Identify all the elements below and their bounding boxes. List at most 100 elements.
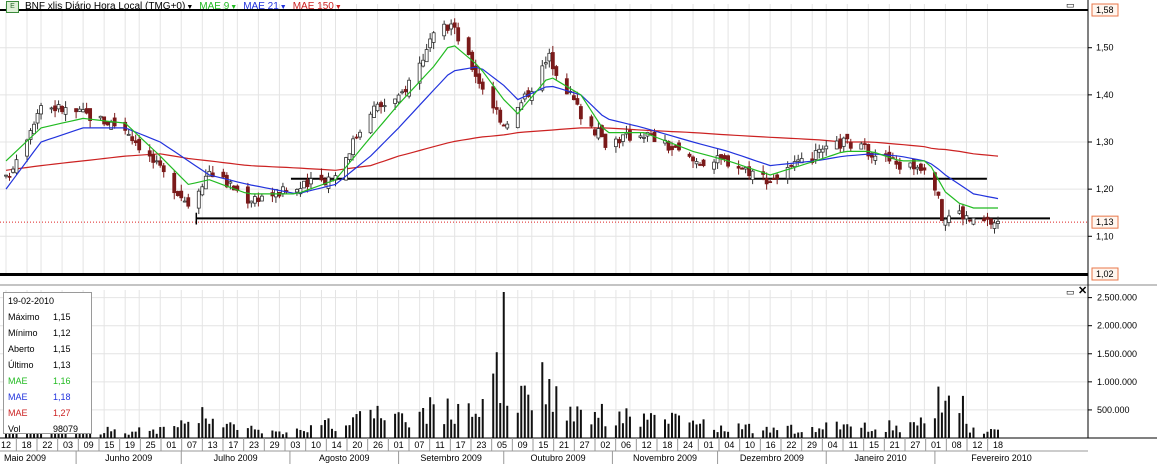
volume-bar bbox=[541, 362, 544, 438]
x-tick-label: 29 bbox=[270, 440, 280, 450]
data-window-row: MAE 1,27 bbox=[8, 408, 71, 418]
x-tick-label: 12 bbox=[642, 440, 652, 450]
volume-bar bbox=[909, 422, 912, 438]
volume-bar bbox=[229, 422, 232, 438]
candle-body bbox=[873, 155, 878, 161]
volume-bar bbox=[471, 416, 474, 438]
volume-bar bbox=[579, 409, 582, 438]
x-tick-label: 15 bbox=[104, 440, 114, 450]
volume-bar bbox=[688, 422, 691, 438]
candle-body bbox=[841, 137, 846, 147]
volume-bar bbox=[516, 412, 519, 438]
candle-body bbox=[123, 121, 128, 131]
candle-body bbox=[908, 162, 913, 168]
candle-body bbox=[712, 161, 716, 170]
volume-bar bbox=[113, 429, 116, 438]
volume-bars bbox=[5, 292, 999, 438]
volume-bar bbox=[870, 431, 873, 438]
candle-body bbox=[834, 140, 839, 150]
candle-body bbox=[747, 166, 752, 177]
candle-body bbox=[396, 94, 401, 103]
volume-bar bbox=[334, 431, 337, 438]
volume-bar bbox=[993, 429, 996, 438]
chart-title[interactable]: BNF xlis Diário Hora Local (TMG+0)▼ bbox=[25, 1, 194, 12]
candle-body bbox=[456, 27, 461, 42]
volume-bar bbox=[572, 421, 575, 438]
volume-bar bbox=[75, 430, 78, 438]
volume-bar bbox=[380, 418, 383, 438]
volume-bar bbox=[986, 431, 989, 438]
candle-body bbox=[789, 165, 794, 167]
volume-bar bbox=[201, 407, 204, 438]
candle-body bbox=[698, 163, 702, 166]
volume-bar bbox=[173, 426, 176, 438]
volume-bar bbox=[551, 411, 554, 438]
volume-bar bbox=[699, 423, 702, 438]
volume-bar bbox=[8, 433, 11, 438]
volume-bar bbox=[695, 424, 698, 438]
legend-mae-fast[interactable]: MAE 9▼ bbox=[199, 1, 238, 12]
volume-bar bbox=[281, 434, 284, 438]
volume-bar bbox=[457, 403, 460, 438]
close-volume-panel-icon[interactable]: ✕ bbox=[1078, 285, 1088, 297]
candle-body bbox=[84, 108, 89, 114]
chevron-down-icon: ▼ bbox=[279, 4, 287, 11]
candle-body bbox=[494, 107, 499, 110]
candle-body bbox=[249, 200, 254, 204]
candle-body bbox=[295, 189, 299, 193]
legend-mae-mid[interactable]: MAE 21▼ bbox=[243, 1, 287, 12]
volume-bar bbox=[246, 428, 249, 438]
month-label: Agosto 2009 bbox=[319, 453, 370, 463]
candle-body bbox=[621, 134, 625, 142]
x-tick-label: 23 bbox=[476, 440, 486, 450]
candle-body bbox=[407, 79, 412, 97]
volume-tick-label: 1.000.000 bbox=[1097, 377, 1137, 387]
x-tick-label: 23 bbox=[249, 440, 259, 450]
volume-bar bbox=[180, 420, 183, 438]
candle-body bbox=[137, 138, 142, 151]
volume-bar bbox=[811, 427, 814, 438]
candle-body bbox=[996, 220, 1000, 224]
legend-mae-slow[interactable]: MAE 150▼ bbox=[292, 1, 342, 12]
volume-bar bbox=[933, 418, 936, 438]
volume-bar bbox=[187, 421, 190, 438]
maximize-volume-panel-icon[interactable]: ▭ bbox=[1066, 287, 1075, 297]
volume-bar bbox=[835, 421, 838, 438]
volume-bar bbox=[765, 426, 768, 438]
volume-bar bbox=[793, 433, 796, 438]
moving-average-lines bbox=[5, 45, 999, 209]
candle-body bbox=[228, 181, 233, 184]
x-tick-label: 27 bbox=[580, 440, 590, 450]
x-tick-label: 14 bbox=[332, 440, 342, 450]
month-label: Fevereiro 2010 bbox=[971, 453, 1032, 463]
x-tick-label: 18 bbox=[22, 440, 32, 450]
volume-bar bbox=[134, 431, 137, 438]
candle-body bbox=[543, 62, 548, 65]
volume-bar bbox=[285, 432, 288, 438]
instrument-icon[interactable]: E bbox=[6, 0, 19, 13]
volume-bar bbox=[947, 395, 950, 438]
data-window-row: Mínimo 1,12 bbox=[8, 328, 71, 338]
mae-21-series bbox=[5, 66, 999, 200]
x-tick-label: 12 bbox=[972, 440, 982, 450]
volume-bar bbox=[590, 424, 593, 438]
volume-bar bbox=[397, 412, 400, 438]
volume-bar bbox=[741, 429, 744, 438]
volume-bar bbox=[110, 431, 113, 438]
volume-bar bbox=[453, 423, 456, 438]
candle-body bbox=[642, 137, 646, 139]
candle-body bbox=[824, 145, 829, 150]
volume-bar bbox=[162, 426, 165, 438]
data-window-date: 19-02-2010 bbox=[8, 296, 55, 306]
volume-bar bbox=[653, 414, 656, 438]
candle-body bbox=[393, 98, 397, 104]
candle-body bbox=[957, 210, 962, 214]
candle-body bbox=[210, 172, 215, 178]
x-tick-label: 09 bbox=[518, 440, 528, 450]
volume-bar bbox=[884, 431, 887, 438]
volume-bar bbox=[671, 412, 674, 438]
maximize-price-panel-icon[interactable]: ▭ bbox=[1066, 0, 1075, 10]
volume-bar bbox=[127, 434, 130, 438]
